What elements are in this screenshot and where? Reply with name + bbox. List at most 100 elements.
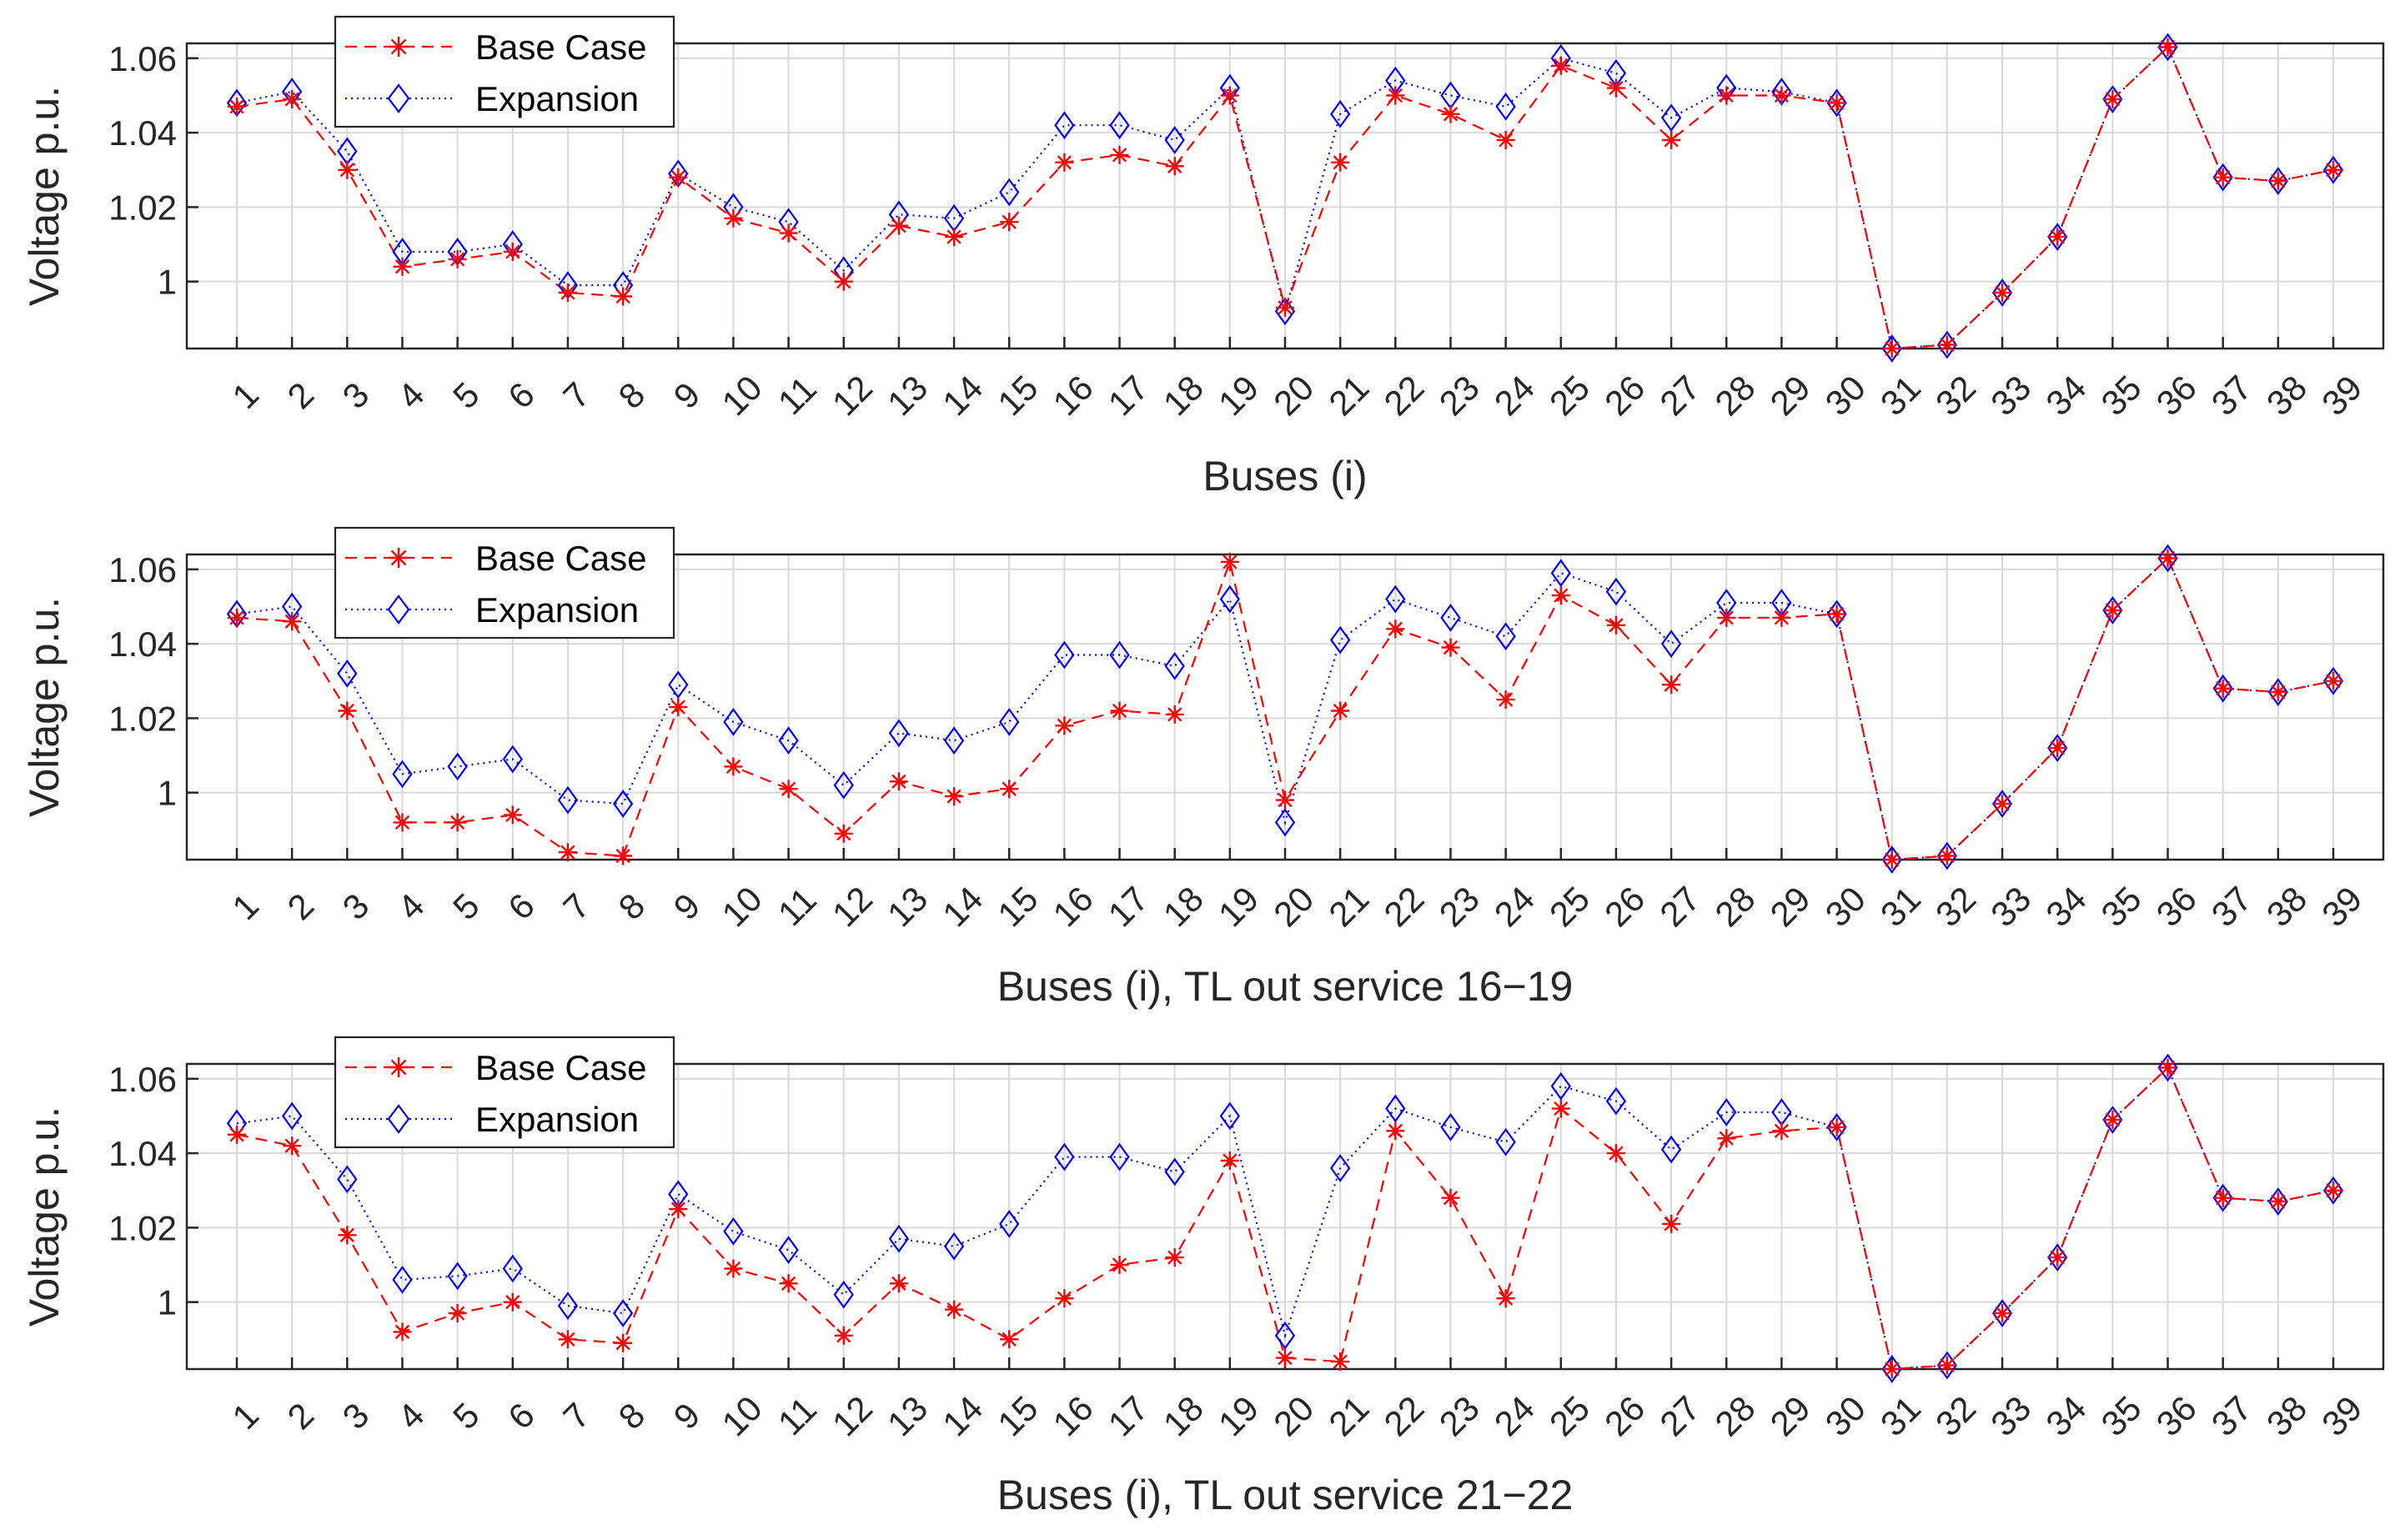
x-tick-label: 15 (990, 368, 1045, 423)
base-case-point (1441, 1188, 1460, 1207)
expansion-point (392, 760, 413, 789)
legend: Base Case Expansion (334, 1036, 675, 1149)
legend-base-label: Base Case (475, 28, 646, 67)
base-case-point (1165, 157, 1184, 176)
x-tick-label: 1 (224, 885, 266, 927)
y-tick-label: 1.04 (108, 113, 177, 153)
y-tick-label: 1.02 (108, 699, 177, 738)
base-case-point (1386, 86, 1405, 105)
x-tick-label: 31 (1873, 879, 1928, 934)
x-tick-label: 24 (1487, 879, 1542, 934)
x-tick-label: 23 (1432, 1388, 1487, 1443)
expansion-point (999, 1210, 1020, 1238)
base-case-point (889, 772, 908, 791)
expansion-point (557, 785, 579, 815)
x-tick-label: 13 (880, 879, 935, 934)
x-tick-label: 31 (1873, 368, 1928, 423)
base-case-point (1662, 675, 1681, 695)
series-lines (226, 33, 2344, 363)
expansion-point (447, 1262, 468, 1291)
x-tick-label: 9 (666, 1395, 708, 1437)
base-case-point (1276, 298, 1294, 317)
expansion-point (2102, 1106, 2123, 1134)
x-tick-label: 33 (1983, 1388, 2038, 1443)
expansion-point (1330, 99, 1351, 128)
base-case-point (1220, 1151, 1239, 1170)
base-case-point (1606, 1144, 1625, 1163)
expansion-point (778, 726, 799, 755)
base-case-point (2213, 679, 2232, 698)
base-case-point (1937, 1356, 1956, 1375)
legend: Base Case Expansion (334, 526, 675, 640)
x-tick-label: 35 (2093, 1388, 2148, 1443)
y-tick-label: 1.06 (108, 1060, 177, 1099)
expansion-point (2267, 167, 2288, 196)
x-tick-label: 21 (1321, 1388, 1376, 1443)
base-case-point (2048, 1248, 2067, 1267)
x-tick-label: 26 (1597, 368, 1652, 423)
expansion-point (1440, 1112, 1461, 1141)
x-axis-label: Buses (i), TL out service 16−19 (997, 963, 1574, 1010)
x-tick-label: 22 (1376, 368, 1431, 423)
expansion-point (723, 1216, 744, 1246)
base-case-point (2103, 90, 2122, 108)
x-tick-label: 21 (1321, 368, 1376, 423)
base-case-point (834, 272, 853, 291)
base-case-point (2324, 1181, 2342, 1200)
expansion-point (1605, 1086, 1627, 1116)
x-tick-label: 39 (2314, 368, 2369, 423)
x-axis-label: Buses (i), TL out service 21−22 (997, 1472, 1574, 1518)
base-case-point (448, 813, 467, 832)
y-tick-label: 1 (158, 1283, 177, 1322)
x-tick-label: 3 (335, 1395, 377, 1437)
legend-box (334, 1036, 675, 1149)
x-tick-label: 32 (1928, 879, 1983, 934)
expansion-point (2322, 666, 2344, 695)
base-case-point (1827, 1117, 1846, 1136)
base-case-point (338, 701, 357, 720)
x-tick-label: 28 (1707, 1388, 1762, 1443)
legend-box (334, 526, 675, 640)
expansion-point (668, 670, 689, 700)
x-tick-label: 29 (1763, 368, 1818, 423)
base-case-point (1165, 705, 1184, 724)
x-tick-label: 28 (1707, 879, 1762, 934)
expansion-point (2212, 163, 2233, 192)
base-case-point (393, 1322, 412, 1342)
base-case-point (1882, 1360, 1901, 1378)
x-tick-label: 12 (825, 368, 880, 423)
chart-panel-1: 1 2 3 4 5 6 7 8 9 10 11 12 13 14 15 16 17 18 19 20 21 22 23 24 2… (21, 15, 2385, 499)
x-tick-label: 17 (1101, 1388, 1156, 1443)
expansion-point (2102, 596, 2123, 625)
x-tick-label: 5 (445, 885, 487, 927)
x-tick-label: 34 (2038, 1388, 2093, 1443)
x-tick-label: 13 (880, 1388, 935, 1443)
legend-star-icon (389, 1057, 409, 1077)
base-case-point (1331, 153, 1350, 172)
expansion-point (1550, 559, 1571, 588)
x-tick-label: 26 (1597, 879, 1652, 934)
expansion-point (1660, 103, 1682, 133)
x-tick-label: 38 (2259, 1388, 2314, 1443)
x-tick-label: 26 (1597, 1388, 1652, 1443)
expansion-point (392, 1265, 413, 1294)
expansion-point (1936, 1351, 1958, 1380)
expansion-point (1274, 1321, 1296, 1350)
x-tick-label: 36 (2149, 879, 2204, 934)
base-case-point (669, 168, 688, 187)
x-tick-label: 29 (1763, 1388, 1818, 1443)
x-tick-label: 39 (2314, 879, 2369, 934)
y-tick-label: 1.04 (108, 1134, 177, 1173)
expansion-point (1991, 278, 2013, 307)
expansion-point (723, 707, 744, 736)
x-tick-label: 2 (280, 1395, 322, 1437)
expansion-point (1660, 1135, 1682, 1164)
base-case-point (1827, 604, 1846, 624)
expansion-point (1274, 808, 1296, 837)
x-tick-label: 17 (1101, 879, 1156, 934)
x-tick-label: 24 (1487, 1388, 1542, 1443)
base-case-point (614, 287, 633, 306)
x-tick-label: 27 (1652, 879, 1707, 934)
base-case-point (283, 612, 302, 631)
expansion-point (337, 659, 358, 688)
